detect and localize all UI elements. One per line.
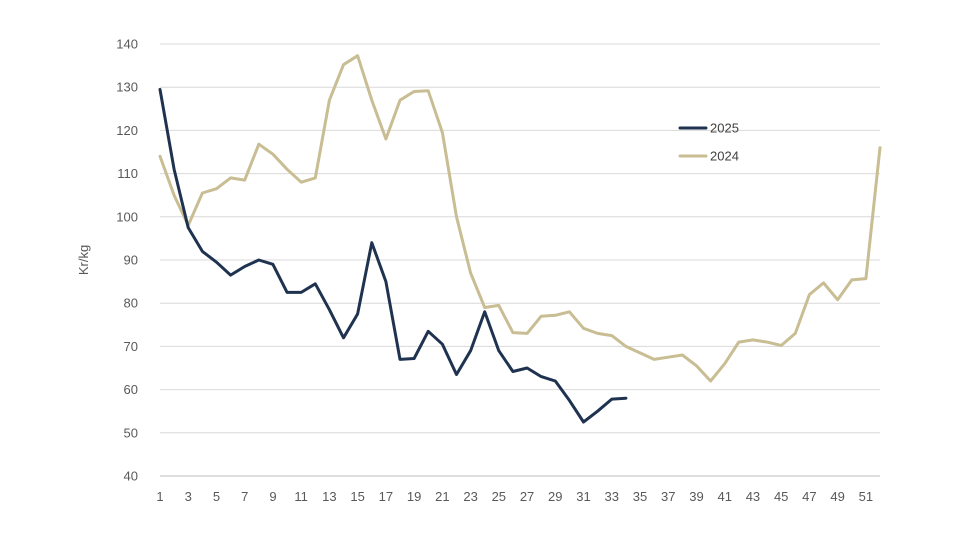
x-tick-label: 17 — [379, 489, 393, 504]
y-tick-label: 70 — [124, 339, 138, 354]
series-lines — [158, 54, 882, 424]
x-tick-label: 23 — [463, 489, 477, 504]
x-tick-label: 15 — [350, 489, 364, 504]
y-tick-label: 130 — [116, 80, 138, 95]
y-tick-label: 140 — [116, 37, 138, 52]
series-line-2024 — [158, 54, 882, 383]
x-tick-label: 1 — [156, 489, 163, 504]
x-tick-label: 41 — [717, 489, 731, 504]
legend: 2025 2024 — [678, 121, 739, 164]
x-tick-label: 49 — [830, 489, 844, 504]
x-tick-label: 37 — [661, 489, 675, 504]
x-tick-label: 51 — [859, 489, 873, 504]
x-tick-label: 19 — [407, 489, 421, 504]
y-axis-ticks: 40 50 60 70 80 90 100 110 120 130 140 — [116, 37, 138, 484]
series-line-2025 — [158, 87, 628, 424]
y-tick-label: 60 — [124, 382, 138, 397]
y-axis-title: Kr/kg — [76, 245, 91, 275]
x-tick-label: 9 — [269, 489, 276, 504]
y-tick-label: 110 — [117, 166, 138, 181]
x-tick-label: 35 — [633, 489, 647, 504]
x-tick-label: 13 — [322, 489, 336, 504]
x-tick-label: 45 — [774, 489, 788, 504]
x-tick-label: 7 — [241, 489, 248, 504]
legend-label-2024: 2024 — [710, 149, 739, 164]
y-tick-label: 100 — [116, 209, 138, 224]
x-tick-label: 47 — [802, 489, 816, 504]
x-tick-label: 43 — [746, 489, 760, 504]
x-tick-label: 27 — [520, 489, 534, 504]
x-tick-label: 29 — [548, 489, 562, 504]
y-tick-label: 120 — [116, 123, 138, 138]
x-tick-label: 31 — [576, 489, 590, 504]
x-tick-label: 3 — [185, 489, 192, 504]
y-tick-label: 50 — [124, 425, 138, 440]
x-tick-label: 39 — [689, 489, 703, 504]
x-axis-ticks: 1 3 5 7 9 11 13 15 17 19 21 23 25 27 29 31 33 35 37 39 41 43 4… — [156, 489, 873, 504]
x-tick-label: 11 — [294, 489, 308, 504]
y-tick-label: 80 — [124, 296, 138, 311]
gridlines — [160, 43, 880, 477]
x-tick-label: 25 — [492, 489, 506, 504]
legend-label-2025: 2025 — [710, 121, 739, 136]
x-tick-label: 33 — [605, 489, 619, 504]
y-tick-label: 40 — [124, 469, 138, 484]
x-tick-label: 5 — [213, 489, 220, 504]
y-tick-label: 90 — [124, 253, 138, 268]
x-tick-label: 21 — [435, 489, 449, 504]
